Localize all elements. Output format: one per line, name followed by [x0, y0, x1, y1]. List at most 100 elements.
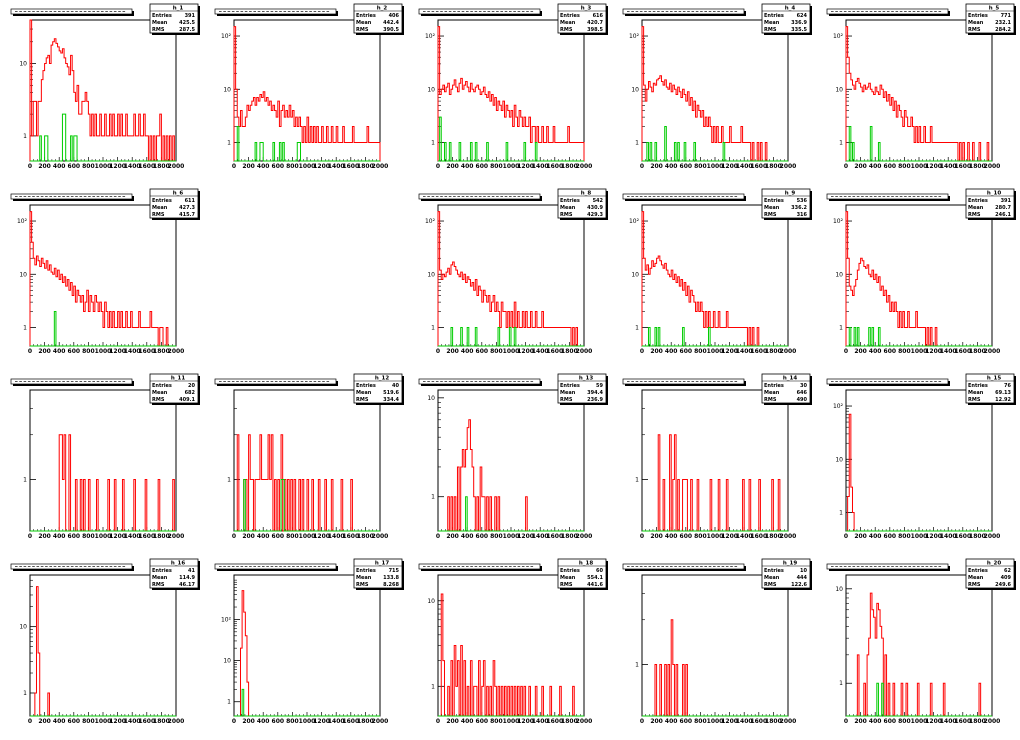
x-tick-label: 0 — [232, 718, 236, 725]
x-tick-label: 0 — [232, 163, 236, 170]
title-text-mark — [899, 196, 903, 197]
title-text-mark — [79, 11, 83, 12]
title-text-mark — [704, 11, 707, 12]
x-tick-label: 0 — [640, 533, 644, 540]
y-tick-label: 1 — [23, 133, 27, 140]
title-text-mark — [665, 196, 669, 197]
title-text-mark — [45, 196, 48, 197]
title-text-mark — [691, 196, 695, 197]
x-tick-label: 1200 — [925, 533, 942, 540]
plot-frame — [29, 574, 177, 717]
x-tick-label: 200 — [650, 718, 663, 725]
title-text-mark — [938, 381, 942, 382]
stats-key: Entries — [968, 13, 988, 19]
x-tick-label: 1800 — [153, 348, 170, 355]
title-text-mark — [88, 196, 91, 197]
x-tick-label: 1400 — [736, 533, 753, 540]
title-text-mark — [861, 11, 864, 12]
title-text-mark — [427, 196, 430, 197]
title-text-mark — [27, 566, 31, 567]
title-text-mark — [521, 381, 525, 382]
x-tick-label: 800 — [82, 348, 95, 355]
title-text-mark — [292, 566, 295, 567]
title-text-mark — [253, 11, 256, 12]
histogram-pad-h_3: 1 10 10² 0 200 400 600 800 100012001400160018002… — [418, 3, 608, 170]
x-tick-label: 800 — [694, 718, 707, 725]
y-tick-label: 1 — [635, 140, 639, 147]
stats-value: 409.1 — [179, 397, 195, 403]
x-tick-label: 200 — [242, 163, 255, 170]
histogram-name: h_16 — [171, 561, 185, 567]
x-tick-label: 1200 — [721, 718, 738, 725]
title-text-mark — [83, 566, 87, 567]
title-text-mark — [861, 196, 864, 197]
title-text-mark — [79, 381, 83, 382]
title-text-mark — [665, 381, 669, 382]
title-text-mark — [882, 11, 886, 12]
x-tick-label: 1600 — [138, 718, 155, 725]
title-text-mark — [122, 11, 126, 12]
title-text-mark — [526, 566, 529, 567]
title-text-mark — [474, 196, 478, 197]
y-tick-label: 10 — [427, 598, 435, 605]
title-text-mark — [292, 11, 295, 12]
title-text-mark — [49, 196, 52, 197]
title-text-mark — [283, 566, 287, 567]
title-text-mark — [491, 196, 495, 197]
histogram-name: h_2 — [377, 6, 388, 12]
x-tick-label: 1400 — [124, 348, 141, 355]
title-text-mark — [58, 381, 61, 382]
y-tick-label: 10² — [425, 218, 436, 225]
x-tick-label: 400 — [665, 163, 678, 170]
stats-key: Mean — [152, 575, 168, 581]
x-tick-label: 1600 — [954, 718, 971, 725]
x-tick-label: 1000 — [503, 163, 520, 170]
title-text-mark — [219, 566, 222, 567]
stats-value: 236.9 — [587, 397, 603, 403]
title-text-mark — [440, 566, 443, 567]
y-tick-label: 10² — [629, 33, 640, 40]
title-text-mark — [886, 566, 890, 567]
stats-value: 616 — [593, 13, 604, 19]
y-tick-label: 10 — [19, 61, 27, 68]
histogram-name: h_12 — [375, 376, 389, 382]
title-text-mark — [713, 566, 716, 567]
x-tick-label: 1400 — [940, 533, 957, 540]
y-tick-label: 10 — [835, 271, 843, 278]
x-tick-label: 400 — [257, 163, 270, 170]
title-text-mark — [279, 11, 282, 12]
title-text-mark — [466, 11, 469, 12]
histogram-pad-h_1: 1 10 0 200 400 600 800 100012001400160018002000… — [10, 3, 200, 170]
title-text-mark — [644, 566, 647, 567]
title-text-mark — [309, 381, 312, 382]
x-tick-label: 2000 — [984, 718, 1001, 725]
title-text-mark — [75, 381, 78, 382]
title-text-mark — [929, 11, 933, 12]
title-text-mark — [231, 11, 235, 12]
title-text-mark — [296, 381, 299, 382]
stats-key: Mean — [560, 205, 576, 211]
title-text-mark — [530, 566, 534, 567]
title-text-mark — [700, 381, 703, 382]
title-text-mark — [674, 196, 677, 197]
stats-box — [149, 188, 199, 219]
title-text-mark — [856, 566, 860, 567]
title-text-mark — [734, 196, 738, 197]
title-text-mark — [513, 196, 516, 197]
histogram-pad-h_16: 1 10 0 200 400 600 800 100012001400160018002000… — [10, 558, 200, 725]
title-text-mark — [917, 196, 920, 197]
stats-box — [149, 373, 199, 404]
stats-key: Mean — [560, 575, 576, 581]
histogram-name: h_11 — [171, 376, 185, 382]
title-text-mark — [270, 566, 274, 567]
title-text-mark — [895, 11, 899, 12]
title-text-mark — [66, 11, 70, 12]
stats-key: Mean — [152, 390, 168, 396]
x-tick-label: 0 — [844, 533, 848, 540]
red-histogram — [438, 593, 584, 717]
title-text-mark — [23, 381, 27, 382]
title-text-mark — [657, 381, 660, 382]
x-tick-label: 800 — [286, 163, 299, 170]
